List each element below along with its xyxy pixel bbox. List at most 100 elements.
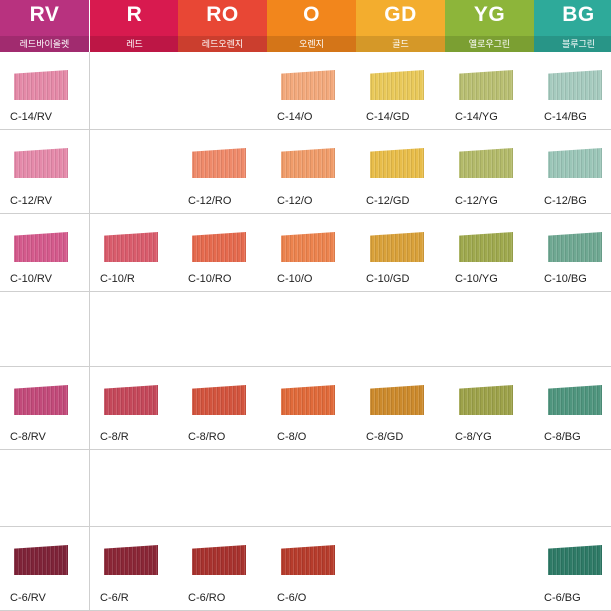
- column-name-band: [534, 36, 611, 52]
- hair-swatch: [281, 545, 335, 575]
- swatch-cell: C-6/BG: [534, 527, 611, 611]
- swatch-cell: C-14/BG: [534, 52, 611, 130]
- column-name-band: [178, 36, 267, 52]
- column-name: 레드오렌지: [201, 40, 244, 50]
- swatch-cell: C-12/GD: [356, 130, 446, 214]
- hair-swatch: [459, 385, 513, 415]
- hair-swatch: [548, 545, 602, 575]
- swatch-label: C-8/RV: [10, 431, 46, 443]
- column-code: GD: [384, 3, 417, 26]
- hair-swatch: [14, 385, 68, 415]
- hair-swatch: [548, 148, 602, 178]
- hair-swatch: [459, 232, 513, 262]
- swatch-cell: C-14/YG: [445, 52, 535, 130]
- swatch-cell: C-10/RO: [178, 214, 268, 292]
- swatch-label: C-10/O: [277, 273, 313, 285]
- hair-swatch: [14, 70, 68, 100]
- swatch-label: C-14/O: [277, 111, 313, 123]
- column-header-ro: RO 레드오렌지: [178, 0, 268, 52]
- swatch-cell: C-6/RO: [178, 527, 268, 611]
- swatch-cell: C-14/RV: [0, 52, 90, 130]
- column-name: 골드: [392, 40, 409, 50]
- column-code: BG: [562, 3, 595, 26]
- empty-cell: [90, 450, 180, 527]
- empty-cell: [534, 292, 611, 367]
- hair-swatch: [281, 148, 335, 178]
- hair-swatch: [459, 70, 513, 100]
- hair-swatch: [370, 148, 424, 178]
- swatch-cell: C-12/BG: [534, 130, 611, 214]
- swatch-cell: C-10/BG: [534, 214, 611, 292]
- column-name: 레드: [126, 40, 143, 50]
- swatch-label: C-12/GD: [366, 195, 410, 207]
- column-name: 레드바이올렛: [19, 40, 70, 50]
- empty-cell: [178, 292, 268, 367]
- swatch-cell: C-8/RO: [178, 367, 268, 450]
- hair-swatch: [104, 232, 158, 262]
- swatch-cell: C-8/RV: [0, 367, 90, 450]
- column-name: 블루그린: [561, 40, 596, 50]
- swatch-cell: C-8/R: [90, 367, 180, 450]
- swatch-label: C-14/YG: [455, 111, 498, 123]
- swatch-cell: C-14/GD: [356, 52, 446, 130]
- swatch-label: C-6/RO: [188, 592, 226, 604]
- swatch-cell: C-8/YG: [445, 367, 535, 450]
- hair-swatch: [370, 70, 424, 100]
- swatch-label: C-12/BG: [544, 195, 587, 207]
- column-header-gd: GD 골드: [356, 0, 446, 52]
- swatch-label: C-12/RO: [188, 195, 232, 207]
- swatch-label: C-6/R: [100, 592, 129, 604]
- swatch-label: C-12/YG: [455, 195, 498, 207]
- swatch-cell: C-6/O: [267, 527, 357, 611]
- swatch-label: C-12/O: [277, 195, 313, 207]
- swatch-label: C-8/BG: [544, 431, 581, 443]
- swatch-label: C-6/RV: [10, 592, 46, 604]
- swatch-label: C-10/GD: [366, 273, 410, 285]
- swatch-label: C-8/O: [277, 431, 307, 443]
- swatch-label: C-14/BG: [544, 111, 587, 123]
- empty-cell: [445, 292, 535, 367]
- swatch-cell: C-6/RV: [0, 527, 90, 611]
- empty-cell: [178, 52, 268, 130]
- empty-cell: [534, 450, 611, 527]
- column-header-r: R 레드: [90, 0, 180, 52]
- swatch-label: C-6/BG: [544, 592, 581, 604]
- swatch-cell: C-12/RV: [0, 130, 90, 214]
- swatch-cell: C-10/O: [267, 214, 357, 292]
- swatch-label: C-10/RV: [10, 273, 52, 285]
- column-name: 오렌지: [299, 40, 324, 50]
- empty-cell: [0, 450, 90, 527]
- column-name-band: [267, 36, 356, 52]
- empty-cell: [0, 292, 90, 367]
- swatch-cell: C-10/GD: [356, 214, 446, 292]
- empty-cell: [267, 292, 357, 367]
- swatch-label: C-12/RV: [10, 195, 52, 207]
- swatch-label: C-6/O: [277, 592, 307, 604]
- hair-swatch: [192, 385, 246, 415]
- empty-cell: [90, 52, 180, 130]
- empty-cell: [356, 527, 446, 611]
- swatch-label: C-10/BG: [544, 273, 587, 285]
- hair-swatch: [192, 232, 246, 262]
- empty-cell: [356, 292, 446, 367]
- empty-cell: [356, 450, 446, 527]
- column-name-band: [0, 36, 89, 52]
- empty-cell: [178, 450, 268, 527]
- swatch-label: C-8/RO: [188, 431, 226, 443]
- swatch-cell: C-8/BG: [534, 367, 611, 450]
- hair-swatch: [281, 232, 335, 262]
- swatch-cell: C-10/YG: [445, 214, 535, 292]
- column-header-o: O 오렌지: [267, 0, 357, 52]
- column-name-band: [445, 36, 534, 52]
- hair-swatch: [14, 545, 68, 575]
- column-header-row: RV 레드바이올렛 R 레드 RO 레드오렌지 O 오렌지 GD 골드 YG 옐로우그린 BG 블루그린: [0, 0, 611, 52]
- column-header-yg: YG 옐로우그린: [445, 0, 535, 52]
- swatch-cell: C-6/R: [90, 527, 180, 611]
- column-code: RV: [29, 3, 60, 26]
- swatch-cell: C-8/O: [267, 367, 357, 450]
- swatch-label: C-10/RO: [188, 273, 232, 285]
- hair-swatch: [281, 70, 335, 100]
- swatch-cell: C-12/YG: [445, 130, 535, 214]
- column-code: RO: [206, 3, 239, 26]
